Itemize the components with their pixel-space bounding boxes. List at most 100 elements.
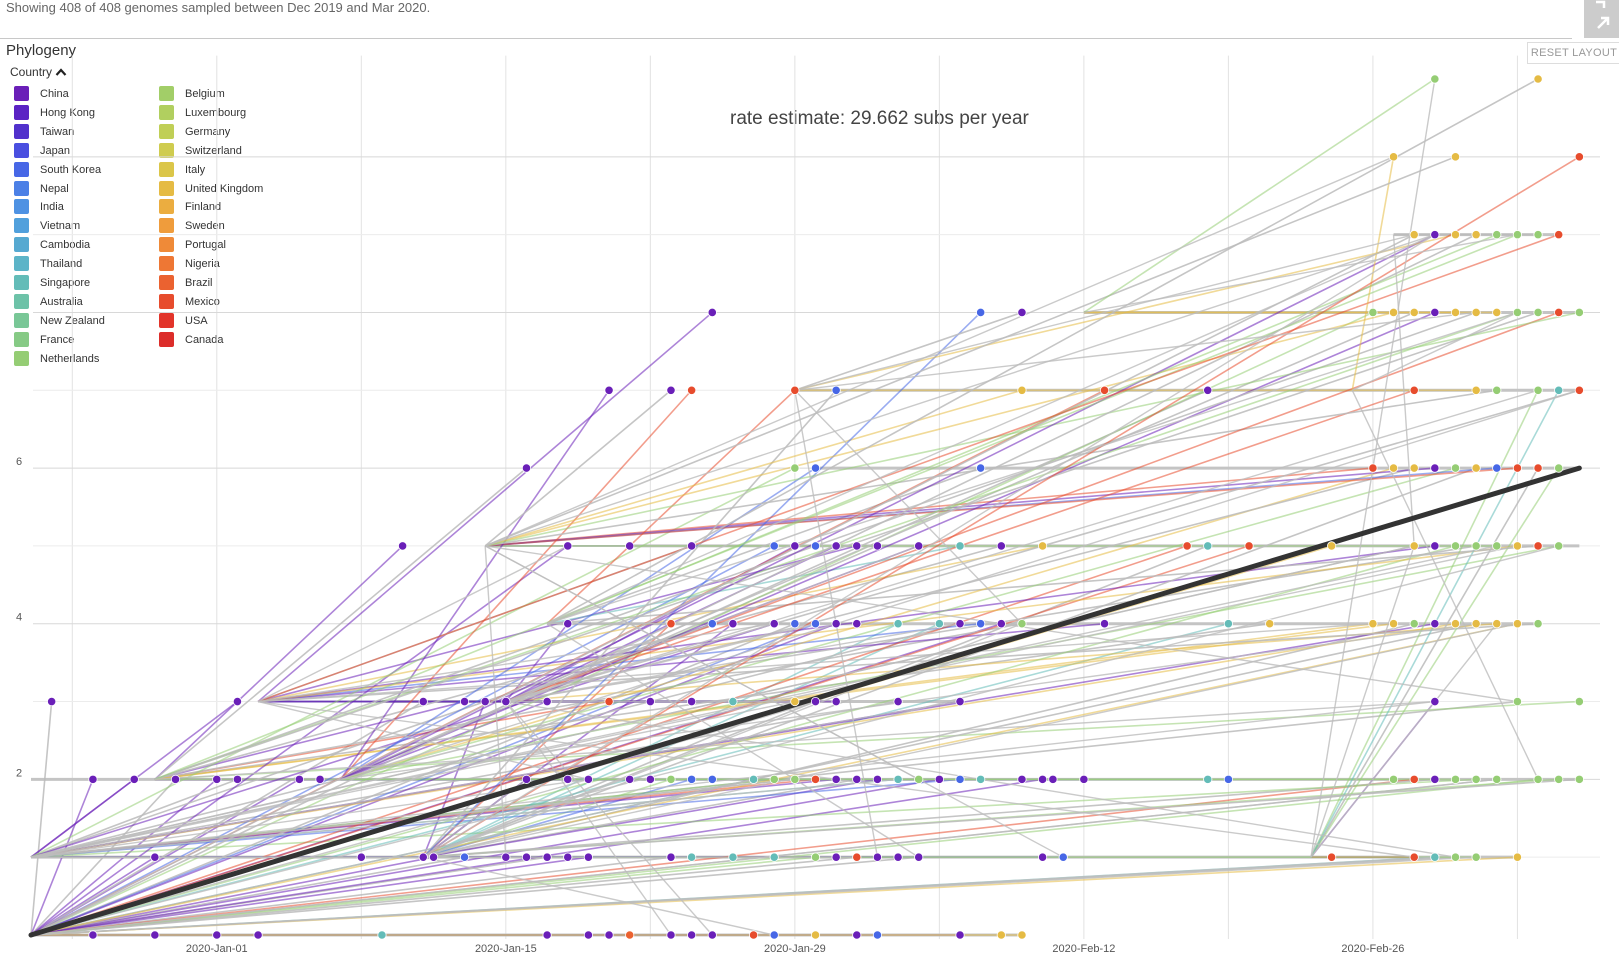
- branch-line: [154, 233, 1518, 781]
- branch-line: [154, 700, 465, 781]
- reset-layout-button[interactable]: RESET LAYOUT: [1527, 42, 1619, 64]
- tip-point: [428, 852, 439, 862]
- tip-point: [1471, 385, 1481, 395]
- tip-point: [1554, 774, 1564, 784]
- branch-line: [30, 856, 434, 936]
- branch-line: [546, 233, 1436, 625]
- branch-line: [30, 778, 1497, 936]
- branch-line: [30, 856, 857, 936]
- legend-swatch: [14, 350, 29, 366]
- legend-label: Brazil: [185, 277, 213, 289]
- tip-point: [1492, 619, 1502, 629]
- branch-line: [1083, 78, 1436, 314]
- tip-point: [1327, 541, 1337, 551]
- tip-point: [1244, 541, 1254, 551]
- branch-line: [1310, 545, 1415, 858]
- tip-point: [398, 541, 408, 551]
- tip-point: [934, 774, 944, 784]
- tip-point: [212, 930, 222, 940]
- tip-point: [872, 774, 883, 784]
- tip-point: [1037, 852, 1048, 862]
- tip-point: [1430, 852, 1440, 862]
- tip-point: [1533, 774, 1543, 784]
- tip-point: [666, 852, 676, 862]
- tip-point: [1409, 619, 1419, 629]
- tip-point: [129, 774, 139, 784]
- branch-line: [257, 700, 589, 781]
- legend-title[interactable]: Country: [10, 65, 67, 79]
- branch-line: [422, 156, 1580, 858]
- tip-point: [1048, 774, 1058, 784]
- tip-point: [852, 774, 862, 784]
- tip-point: [1533, 230, 1543, 240]
- branch-line: [484, 156, 1394, 547]
- legend-swatch: [159, 123, 174, 139]
- legend-title-label: Country: [10, 65, 53, 79]
- tip-point: [996, 930, 1006, 940]
- legend-swatch: [14, 256, 29, 272]
- tip-point: [253, 930, 263, 940]
- tip-point: [1430, 619, 1440, 629]
- tip-point: [955, 696, 965, 707]
- tip-point: [852, 930, 862, 940]
- tip-point: [1533, 74, 1543, 84]
- tip-point: [625, 541, 635, 551]
- tip-point: [88, 774, 98, 784]
- branch-line: [154, 545, 404, 780]
- branch-line: [340, 389, 1580, 781]
- tip-point: [893, 619, 903, 629]
- tip-point: [1533, 307, 1543, 318]
- legend-swatch: [159, 142, 174, 158]
- branch-line: [30, 778, 238, 858]
- tip-point: [810, 541, 821, 551]
- legend-label: China: [40, 88, 69, 100]
- tip-point: [1017, 930, 1027, 940]
- tip-point: [872, 930, 883, 940]
- branch-line: [30, 700, 1435, 858]
- tip-point: [1533, 463, 1543, 473]
- tip-point: [1450, 774, 1461, 784]
- tip-point: [687, 930, 697, 940]
- legend-label: USA: [185, 314, 208, 327]
- branch-line: [257, 311, 713, 703]
- expand-button[interactable]: [1584, 0, 1619, 38]
- branch-line: [30, 701, 53, 936]
- tip-point: [687, 852, 697, 862]
- tip-point: [976, 619, 986, 629]
- tip-point: [1574, 152, 1584, 162]
- tip-point: [1017, 774, 1027, 784]
- genome-summary: Showing 408 of 408 genomes sampled betwe…: [6, 0, 431, 15]
- tip-point: [1430, 307, 1440, 318]
- tip-point: [790, 463, 800, 473]
- legend-label: Switzerland: [185, 144, 242, 157]
- legend-swatch: [159, 218, 174, 234]
- branch-line: [30, 856, 672, 936]
- tip-point: [1512, 696, 1523, 707]
- tip-point: [1533, 619, 1543, 629]
- tip-point: [377, 930, 387, 940]
- tip-point: [687, 696, 697, 707]
- branch-line: [1351, 389, 1539, 780]
- legend-label: Japan: [40, 144, 70, 157]
- tip-point: [955, 619, 965, 629]
- tip-point: [1471, 463, 1481, 473]
- branch-line: [30, 700, 961, 858]
- branch-line: [505, 701, 672, 936]
- tip-point: [852, 619, 862, 629]
- tip-point: [542, 930, 552, 940]
- legend-label: India: [40, 201, 64, 214]
- tip-point: [1388, 463, 1399, 473]
- tip-point: [1450, 463, 1461, 473]
- legend-label: South Korea: [40, 163, 102, 176]
- tip-point: [212, 774, 222, 784]
- legend-label: Thailand: [40, 258, 83, 271]
- branch-line: [340, 623, 1477, 781]
- branch-line: [505, 311, 1559, 703]
- tip-point: [914, 541, 924, 551]
- tip-point: [810, 463, 821, 473]
- tip-point: [687, 385, 697, 395]
- branch-line: [546, 311, 1518, 625]
- x-tick-label: 2020-Feb-26: [1341, 943, 1404, 955]
- tip-point: [1512, 541, 1523, 551]
- tip-point: [728, 696, 738, 707]
